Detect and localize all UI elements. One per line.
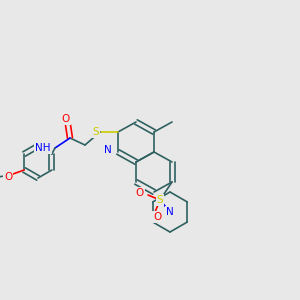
Text: N: N: [166, 207, 174, 217]
Text: O: O: [136, 188, 144, 198]
Text: O: O: [4, 172, 12, 182]
Text: N: N: [104, 145, 112, 155]
Text: S: S: [93, 127, 99, 137]
Text: NH: NH: [35, 143, 51, 153]
Text: S: S: [157, 195, 163, 205]
Text: O: O: [62, 114, 70, 124]
Text: O: O: [153, 212, 161, 222]
